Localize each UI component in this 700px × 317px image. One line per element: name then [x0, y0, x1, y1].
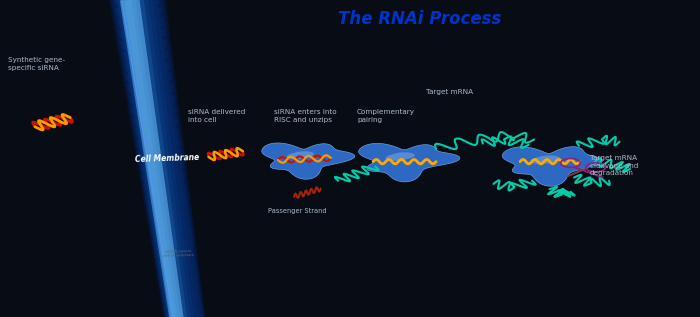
Text: siRNA enters into
RISC and unzips: siRNA enters into RISC and unzips: [274, 109, 337, 123]
Text: Complementary
pairing: Complementary pairing: [357, 109, 415, 123]
Polygon shape: [531, 155, 560, 164]
Text: Cell Membrane: Cell Membrane: [134, 153, 199, 164]
Polygon shape: [287, 151, 314, 159]
Polygon shape: [358, 143, 460, 182]
Text: Synthetic gene-
specific siRNA: Synthetic gene- specific siRNA: [8, 57, 66, 71]
Text: Passenger Strand: Passenger Strand: [268, 208, 327, 214]
Text: siRNA delivered
into cell: siRNA delivered into cell: [188, 109, 245, 123]
Polygon shape: [262, 143, 355, 179]
Text: Target mRNA: Target mRNA: [426, 89, 472, 95]
Text: siRNA enters
cell membrane: siRNA enters cell membrane: [163, 249, 194, 258]
Polygon shape: [502, 147, 602, 186]
Text: The RNAi Process: The RNAi Process: [338, 10, 502, 28]
Polygon shape: [386, 152, 415, 161]
Text: Target mRNA
cleavage and
degradation: Target mRNA cleavage and degradation: [590, 155, 638, 176]
